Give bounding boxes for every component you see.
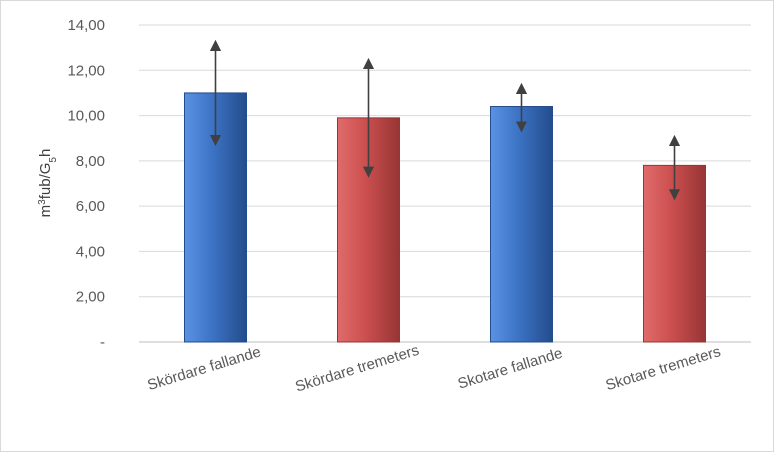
bar <box>490 106 553 343</box>
y-tick-label: 8,00 <box>76 153 105 170</box>
y-tick-label: 2,00 <box>76 289 105 306</box>
ylabel-end: h <box>37 149 54 157</box>
y-tick-label: - <box>100 334 105 351</box>
y-tick-label: 12,00 <box>67 62 105 79</box>
y-tick-label: 6,00 <box>76 198 105 215</box>
y-tick-label: 10,00 <box>67 108 105 125</box>
ylabel-mid: fub/G <box>37 163 54 200</box>
x-category-label: Skotare fallande <box>456 345 565 393</box>
x-category-label: Skotare tremeters <box>604 343 723 394</box>
y-tick-label: 14,00 <box>67 17 105 34</box>
ylabel-sub: 5 <box>48 157 59 163</box>
bars <box>184 92 706 343</box>
ylabel-sup: 3 <box>37 199 48 205</box>
x-category-label: Skördare tremeters <box>293 342 421 396</box>
error-bars <box>209 39 681 201</box>
y-axis-ticks: - 2,00 4,00 6,00 8,00 10,00 12,00 14,00 <box>67 17 105 351</box>
ylabel-base: m <box>37 205 54 218</box>
x-axis-labels: Skördare fallande Skördare tremeters Skota… <box>145 342 722 396</box>
y-tick-label: 4,00 <box>76 243 105 260</box>
x-category-label: Skördare fallande <box>145 343 262 394</box>
y-axis-label: m3fub/G5h <box>37 149 59 218</box>
